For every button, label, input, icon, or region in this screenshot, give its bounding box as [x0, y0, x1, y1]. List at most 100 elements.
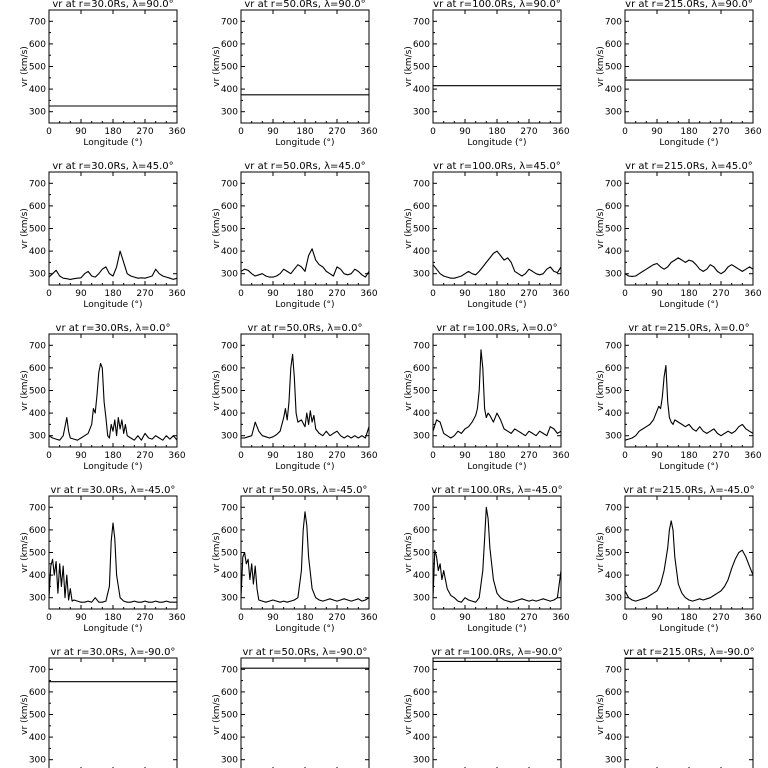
x-tick-label: 90 — [75, 613, 87, 623]
y-axis-label: vr (km/s) — [212, 370, 222, 411]
plot-frame — [48, 171, 178, 286]
x-tick-label: 360 — [744, 613, 761, 623]
y-tick-label: 700 — [29, 503, 46, 513]
panel-title: vr at r=30.0Rs, λ=90.0° — [52, 0, 173, 10]
y-tick-label: 300 — [29, 594, 46, 604]
x-axis-label: Longitude (°) — [83, 624, 142, 634]
x-axis-label: Longitude (°) — [659, 300, 718, 310]
y-tick-label: 700 — [605, 17, 622, 27]
panel-title: vr at r=30.0Rs, λ=-45.0° — [51, 485, 176, 496]
panel-title: vr at r=30.0Rs, λ=-90.0° — [51, 647, 176, 658]
y-tick-label: 500 — [605, 387, 622, 397]
x-axis-label: Longitude (°) — [275, 300, 334, 310]
y-tick-label: 600 — [221, 364, 238, 374]
y-tick-label: 400 — [221, 409, 238, 419]
x-tick-label: 180 — [488, 613, 505, 623]
y-tick-label: 600 — [221, 40, 238, 50]
x-tick-label: 90 — [75, 289, 87, 299]
series-line — [624, 365, 754, 441]
panel-0: vr at r=30.0Rs, λ=90.0° 0 90 180 270 360 300 40… — [20, 0, 186, 148]
x-axis-label: Longitude (°) — [467, 138, 526, 148]
y-tick-label: 700 — [29, 17, 46, 27]
y-axis-label: vr (km/s) — [212, 694, 222, 735]
plot-frame — [48, 657, 178, 768]
plot-frame — [624, 657, 754, 768]
y-axis-label: vr (km/s) — [404, 46, 414, 87]
x-axis-label: Longitude (°) — [659, 624, 718, 634]
y-tick-label: 300 — [413, 432, 430, 442]
y-tick-label: 300 — [413, 108, 430, 118]
y-tick-label: 700 — [221, 503, 238, 513]
x-tick-label: 90 — [459, 127, 471, 137]
x-axis-label: Longitude (°) — [659, 138, 718, 148]
y-axis-label: vr (km/s) — [20, 532, 30, 573]
y-tick-label: 400 — [29, 247, 46, 257]
panel-6: vr at r=100.0Rs, λ=45.0° 0 90 180 270 360 300 4… — [404, 161, 570, 310]
series-line — [432, 349, 562, 439]
x-tick-label: 180 — [680, 613, 697, 623]
panel-19: vr at r=215.0Rs, λ=-90.0°090180270360300… — [596, 647, 755, 768]
y-tick-label: 700 — [221, 665, 238, 675]
y-tick-label: 600 — [29, 202, 46, 212]
x-axis-label: Longitude (°) — [83, 300, 142, 310]
series-line — [240, 248, 370, 278]
series-line — [48, 522, 177, 603]
y-tick-label: 600 — [605, 688, 622, 698]
x-tick-label: 0 — [238, 289, 244, 299]
x-tick-label: 180 — [680, 451, 697, 461]
x-tick-label: 0 — [622, 613, 628, 623]
series-line — [241, 353, 370, 439]
panel-title: vr at r=100.0Rs, λ=0.0° — [436, 323, 557, 334]
x-tick-label: 90 — [459, 613, 471, 623]
x-tick-label: 0 — [238, 451, 244, 461]
x-tick-label: 180 — [296, 127, 313, 137]
panel-title: vr at r=50.0Rs, λ=0.0° — [248, 323, 363, 334]
y-axis-label: vr (km/s) — [596, 694, 606, 735]
y-tick-label: 500 — [605, 63, 622, 73]
x-tick-label: 0 — [622, 451, 628, 461]
y-tick-label: 500 — [29, 549, 46, 559]
x-tick-label: 180 — [104, 613, 121, 623]
x-tick-label: 270 — [520, 451, 537, 461]
x-tick-label: 0 — [238, 127, 244, 137]
y-tick-label: 400 — [413, 733, 430, 743]
y-axis-label: vr (km/s) — [596, 46, 606, 87]
panel-10: vr at r=100.0Rs, λ=0.0° 0 90 180 270 360 300 40… — [404, 323, 570, 472]
x-tick-label: 90 — [267, 451, 279, 461]
series-line — [624, 257, 754, 277]
y-tick-label: 300 — [221, 108, 238, 118]
x-tick-label: 90 — [651, 289, 663, 299]
y-tick-label: 300 — [221, 270, 238, 280]
y-tick-label: 700 — [413, 503, 430, 513]
y-tick-label: 500 — [221, 387, 238, 397]
x-tick-label: 360 — [744, 289, 761, 299]
y-tick-label: 300 — [605, 756, 622, 766]
x-tick-label: 0 — [622, 127, 628, 137]
plot-frame — [624, 171, 754, 286]
y-tick-label: 500 — [413, 549, 430, 559]
panel-title: vr at r=30.0Rs, λ=0.0° — [56, 323, 171, 334]
series-line — [48, 250, 178, 280]
x-axis-label: Longitude (°) — [467, 624, 526, 634]
plot-frame — [240, 171, 370, 286]
panel-title: vr at r=100.0Rs, λ=45.0° — [433, 161, 561, 172]
y-tick-label: 500 — [221, 225, 238, 235]
y-axis-label: vr (km/s) — [404, 370, 414, 411]
x-tick-label: 270 — [136, 451, 153, 461]
x-tick-label: 180 — [104, 127, 121, 137]
panel-title: vr at r=100.0Rs, λ=-45.0° — [431, 485, 562, 496]
x-tick-label: 360 — [552, 451, 569, 461]
panel-16: vr at r=30.0Rs, λ=-90.0°0901802703603004… — [20, 647, 178, 768]
y-axis-label: vr (km/s) — [596, 532, 606, 573]
y-axis-label: vr (km/s) — [404, 532, 414, 573]
plot-frame — [432, 171, 562, 286]
y-tick-label: 400 — [221, 571, 238, 581]
x-tick-label: 90 — [651, 127, 663, 137]
x-tick-label: 180 — [680, 127, 697, 137]
x-tick-label: 270 — [520, 127, 537, 137]
y-tick-label: 300 — [605, 594, 622, 604]
y-tick-label: 400 — [605, 571, 622, 581]
plot-frame — [240, 9, 370, 124]
y-axis-label: vr (km/s) — [404, 694, 414, 735]
x-tick-label: 90 — [267, 289, 279, 299]
